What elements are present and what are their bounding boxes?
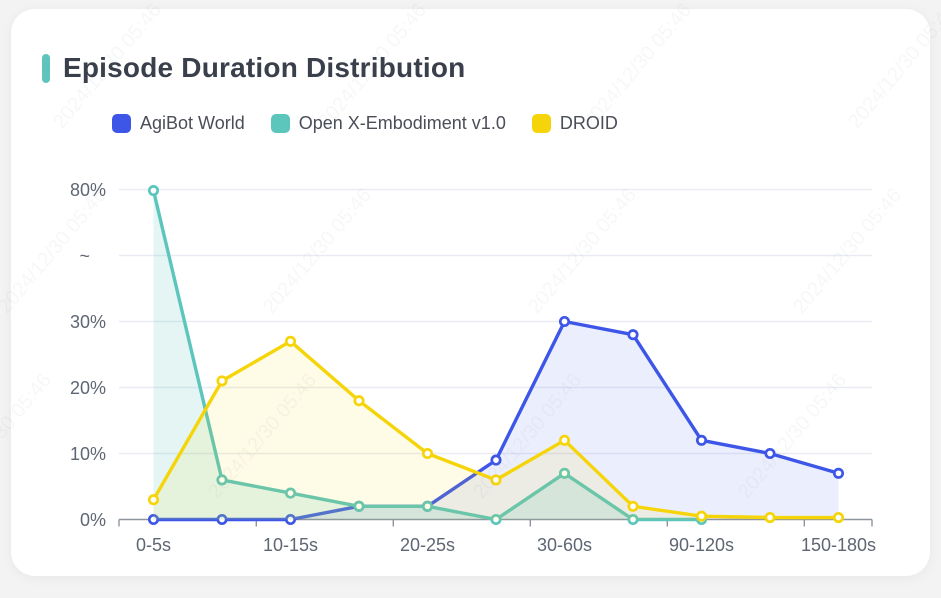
data-point-marker[interactable] bbox=[764, 447, 776, 460]
data-point-marker[interactable] bbox=[627, 513, 639, 526]
data-point-marker[interactable] bbox=[695, 510, 708, 522]
data-point-marker[interactable] bbox=[284, 335, 297, 347]
data-point-marker[interactable] bbox=[490, 454, 502, 466]
y-axis-label: 0% bbox=[80, 510, 106, 530]
data-point-marker[interactable] bbox=[627, 329, 639, 341]
y-axis-label: 20% bbox=[70, 378, 106, 398]
title-row: Episode Duration Distribution bbox=[42, 52, 465, 84]
data-point-marker[interactable] bbox=[558, 467, 571, 479]
data-point-marker[interactable] bbox=[147, 185, 160, 197]
data-point-marker[interactable] bbox=[353, 395, 365, 407]
data-point-marker[interactable] bbox=[147, 513, 160, 526]
y-axis-label: 30% bbox=[70, 312, 106, 332]
y-axis-label: ~ bbox=[79, 246, 90, 266]
legend-label: DROID bbox=[559, 113, 618, 133]
data-point-marker[interactable] bbox=[216, 513, 228, 526]
legend-item-agibot-world[interactable]: AgiBot World bbox=[112, 113, 245, 134]
x-axis-label: 30-60s bbox=[537, 535, 592, 555]
y-axis-label: 80% bbox=[70, 180, 106, 200]
series-area bbox=[153, 321, 839, 520]
x-axis-label: 0-5s bbox=[136, 535, 171, 555]
data-point-marker[interactable] bbox=[147, 494, 160, 506]
y-axis-label: 10% bbox=[70, 444, 106, 464]
legend-swatch-icon bbox=[531, 114, 551, 133]
data-point-marker[interactable] bbox=[284, 513, 297, 526]
data-point-marker[interactable] bbox=[832, 511, 845, 524]
x-axis-label: 150-180s bbox=[801, 535, 876, 555]
chart-legend: AgiBot World Open X-Embodiment v1.0 DROI… bbox=[112, 113, 618, 134]
legend-label: AgiBot World bbox=[140, 113, 245, 133]
legend-swatch-icon bbox=[112, 114, 131, 133]
data-point-marker[interactable] bbox=[421, 500, 434, 512]
legend-item-open-x-embodiment[interactable]: Open X-Embodiment v1.0 bbox=[270, 113, 506, 134]
data-point-marker[interactable] bbox=[353, 500, 365, 512]
data-point-marker[interactable] bbox=[490, 474, 502, 486]
data-point-marker[interactable] bbox=[421, 447, 434, 460]
legend-swatch-icon bbox=[270, 114, 290, 133]
data-point-marker[interactable] bbox=[695, 434, 708, 446]
data-point-marker[interactable] bbox=[216, 375, 228, 387]
series-area bbox=[153, 341, 839, 520]
x-axis-label: 90-120s bbox=[669, 535, 734, 555]
data-point-marker[interactable] bbox=[558, 434, 571, 446]
data-point-marker[interactable] bbox=[558, 315, 571, 328]
title-accent-bar-icon bbox=[42, 53, 50, 83]
legend-item-droid[interactable]: DROID bbox=[531, 113, 618, 134]
series-area bbox=[153, 190, 702, 520]
data-point-marker[interactable] bbox=[627, 500, 639, 512]
x-axis-label: 20-25s bbox=[400, 535, 455, 555]
data-point-marker[interactable] bbox=[216, 474, 228, 486]
data-point-marker[interactable] bbox=[490, 513, 502, 526]
x-axis-label: 10-15s bbox=[263, 535, 318, 555]
data-point-marker[interactable] bbox=[284, 487, 297, 499]
data-point-marker[interactable] bbox=[764, 511, 776, 524]
page-title: Episode Duration Distribution bbox=[63, 52, 466, 83]
data-point-marker[interactable] bbox=[832, 467, 845, 479]
legend-label: Open X-Embodiment v1.0 bbox=[298, 113, 506, 133]
